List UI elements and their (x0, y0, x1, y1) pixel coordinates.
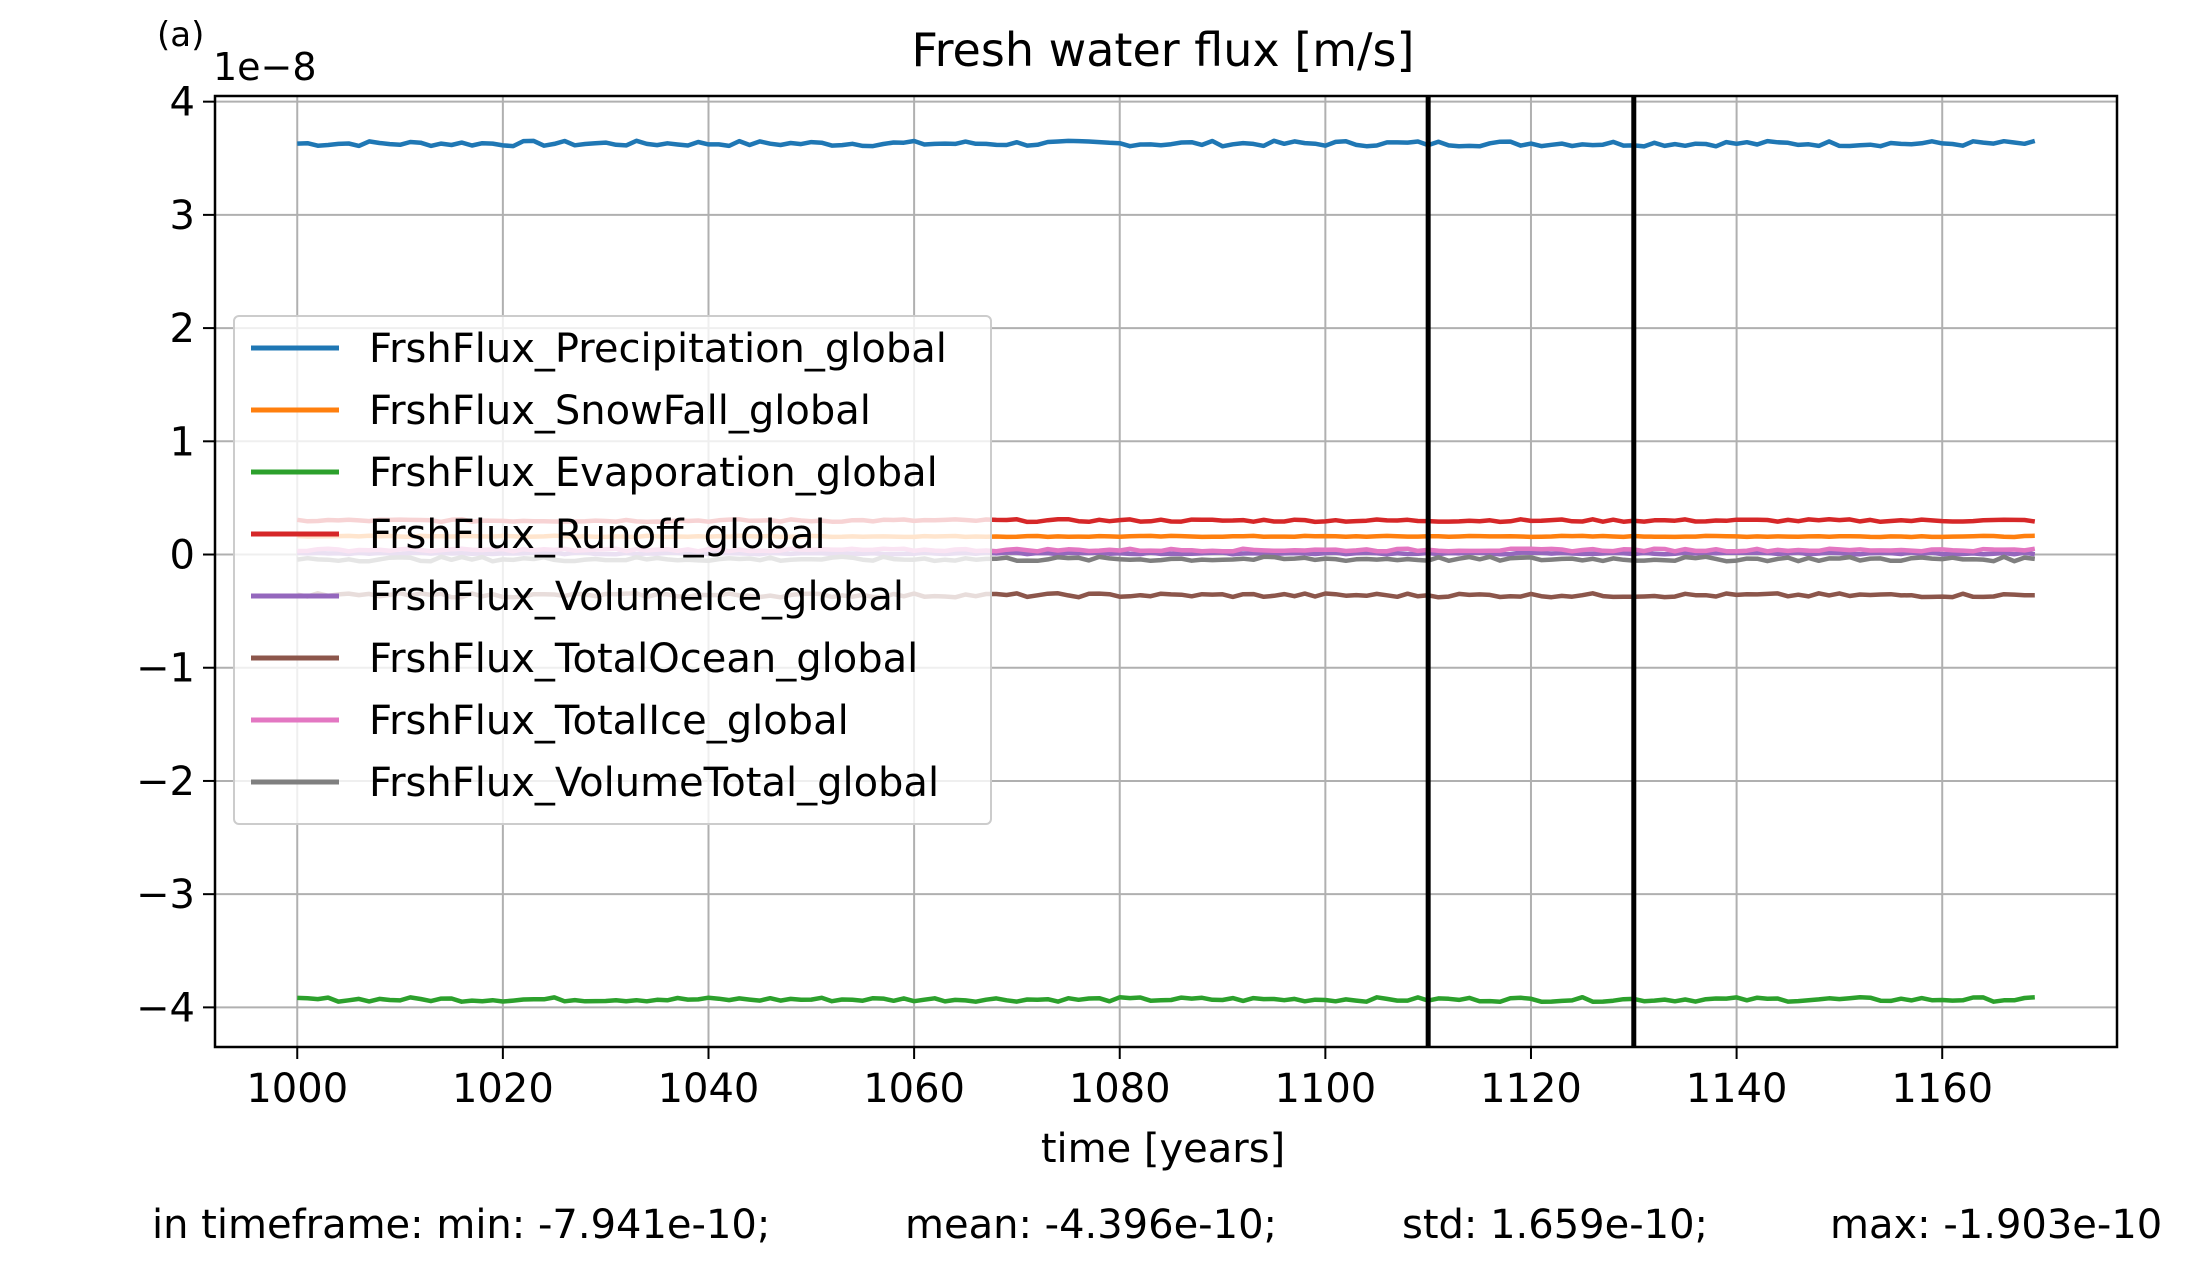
legend-label: FrshFlux_Evaporation_global (369, 450, 938, 496)
panel-label: (a) (157, 15, 204, 55)
y-scale-label: 1e−8 (213, 45, 317, 89)
stat-std: std: 1.659e-10; (1402, 1202, 1709, 1248)
x-tick-label: 1020 (452, 1066, 554, 1112)
x-tick-label: 1080 (1069, 1066, 1171, 1112)
legend-box (233, 315, 992, 825)
y-tick-label: 0 (170, 533, 195, 579)
legend-label: FrshFlux_SnowFall_global (369, 388, 871, 434)
legend-label: FrshFlux_Runoff_global (369, 512, 826, 558)
y-tick-label: −1 (136, 646, 195, 692)
y-tick-label: −4 (136, 985, 195, 1031)
y-tick-label: 2 (170, 306, 195, 352)
x-tick-label: 1000 (246, 1066, 348, 1112)
plot-frame (213, 94, 2119, 1049)
vertical-markers (1425, 96, 1637, 1047)
stat-min: in timeframe: min: -7.941e-10; (152, 1202, 771, 1248)
legend-label: FrshFlux_TotalOcean_global (369, 636, 918, 682)
stat-mean: mean: -4.396e-10; (905, 1202, 1277, 1248)
legend-label: FrshFlux_TotalIce_global (369, 698, 849, 744)
y-tick-label: 3 (170, 193, 195, 239)
chart-title: Fresh water flux [m/s] (912, 23, 1415, 77)
legend-label: FrshFlux_VolumeTotal_global (369, 760, 939, 806)
x-tick-label: 1040 (658, 1066, 760, 1112)
y-tick-label: −3 (136, 872, 195, 918)
ticks: 1000 1020 1040 1060 1080 1100 1120 1140 1160 4 3 2 1… (136, 80, 1993, 1112)
y-tick-label: 4 (170, 80, 195, 126)
legend-label: FrshFlux_Precipitation_global (369, 326, 947, 372)
series-line (297, 138, 2036, 149)
series-line (297, 994, 2035, 1004)
x-tick-label: 1140 (1686, 1066, 1788, 1112)
legend: FrshFlux_Precipitation_global FrshFlux_Sn… (233, 315, 992, 825)
y-tick-label: −2 (136, 759, 195, 805)
x-axis-label: time [years] (1041, 1126, 1285, 1172)
legend-label: FrshFlux_VolumeIce_global (369, 574, 904, 620)
stat-max: max: -1.903e-10 (1830, 1202, 2163, 1248)
x-tick-label: 1160 (1891, 1066, 1993, 1112)
y-tick-label: 1 (170, 419, 195, 465)
x-tick-label: 1120 (1480, 1066, 1582, 1112)
x-tick-label: 1060 (863, 1066, 965, 1112)
x-tick-label: 1100 (1274, 1066, 1376, 1112)
